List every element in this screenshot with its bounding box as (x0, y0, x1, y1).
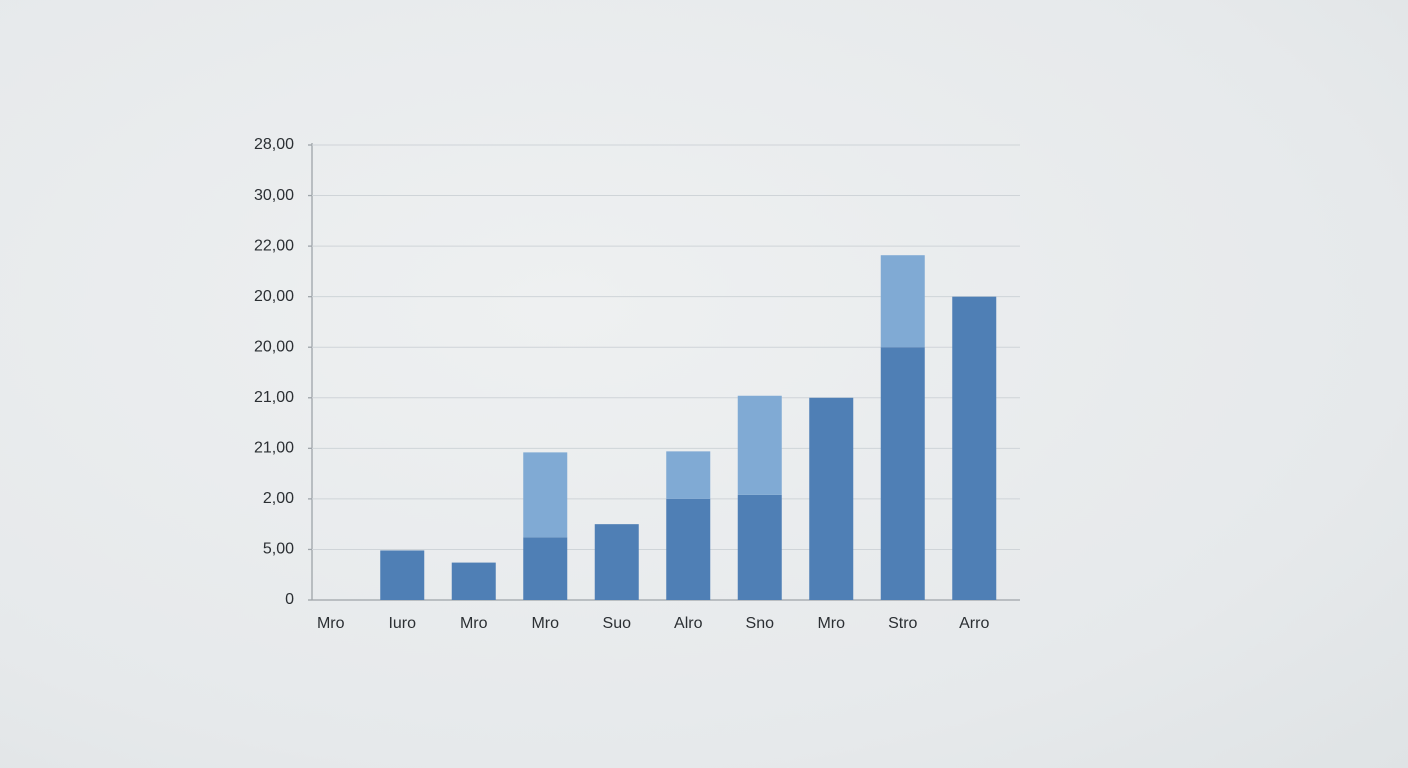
y-tick-label: 28,00 (254, 136, 294, 153)
x-tick-label: Suo (603, 615, 632, 632)
bar-segment (952, 296, 997, 600)
y-tick-label: 21,00 (254, 389, 294, 406)
bar-segment (451, 562, 496, 600)
x-tick-label: Mro (317, 615, 345, 632)
y-tick-label: 5,00 (263, 541, 294, 558)
y-tick-label: 20,00 (254, 288, 294, 305)
y-tick-label: 21,00 (254, 440, 294, 457)
x-tick-label: Iuro (388, 615, 416, 632)
x-tick-label: Mro (460, 615, 488, 632)
x-tick-label: Sno (746, 615, 775, 632)
bar-segment (666, 498, 711, 600)
bar-segment (523, 537, 568, 600)
bar-segment (737, 494, 782, 600)
y-tick-label: 22,00 (254, 237, 294, 254)
bar-segment (380, 550, 425, 600)
y-tick-label: 0 (285, 591, 294, 608)
x-tick-label: Arro (959, 615, 989, 632)
x-tick-label: Mro (817, 615, 845, 632)
bar-segment (594, 524, 639, 600)
x-tick-label: Mro (531, 615, 559, 632)
x-tick-label: Stro (888, 615, 917, 632)
bar-segment (523, 452, 568, 538)
bar-segment (809, 397, 854, 600)
y-tick-label: 20,00 (254, 338, 294, 355)
bar-segment (880, 347, 925, 600)
y-tick-label: 30,00 (254, 187, 294, 204)
y-tick-label: 2,00 (263, 490, 294, 507)
bar-segment (880, 255, 925, 348)
bar-segment (737, 395, 782, 495)
x-tick-label: Alro (674, 615, 703, 632)
bar-segment (666, 451, 711, 499)
